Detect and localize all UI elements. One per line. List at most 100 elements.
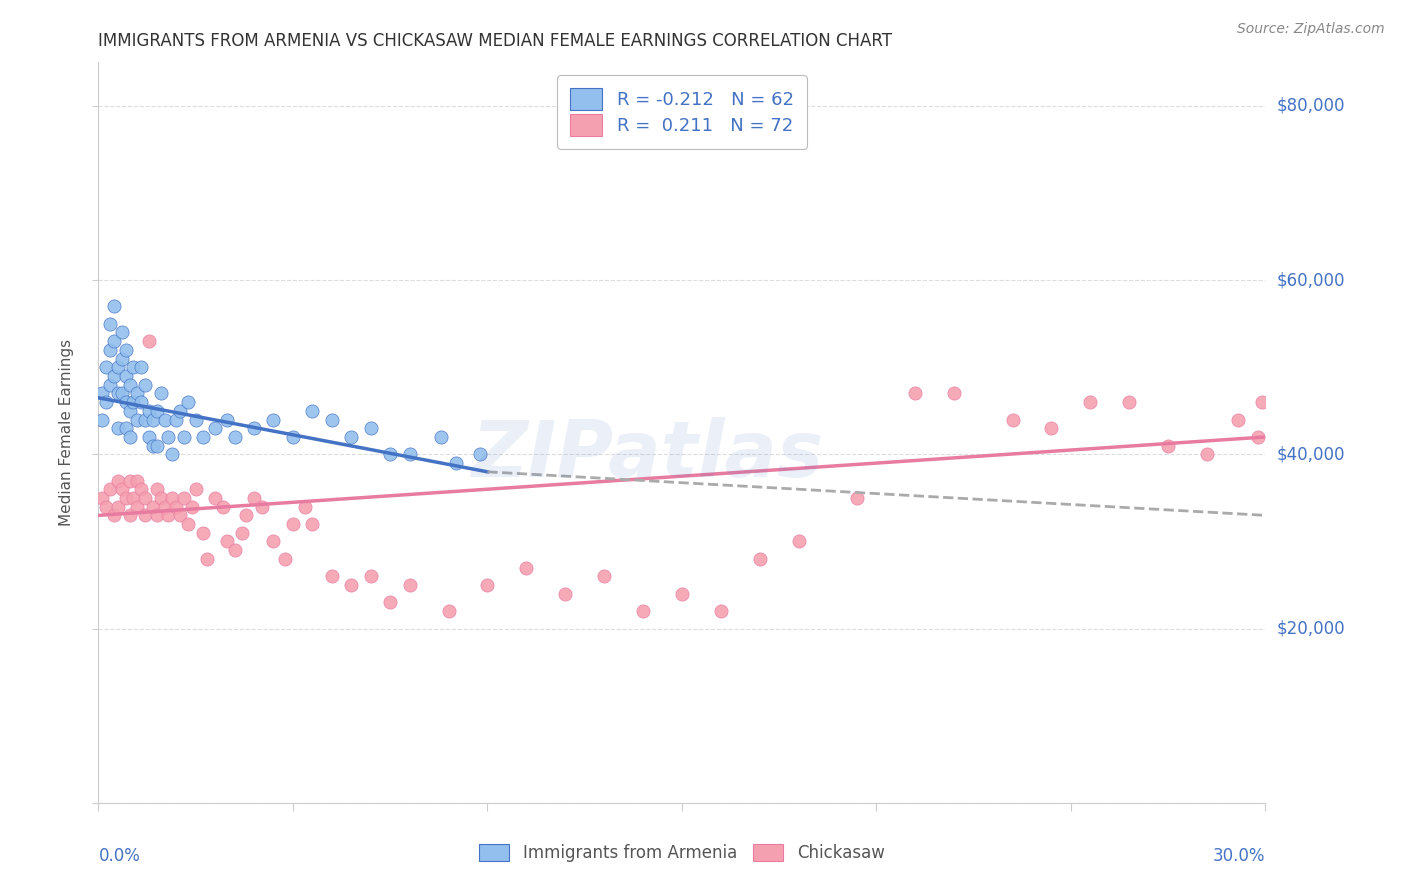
Point: [250, 500, 273, 514]
Point: [671, 587, 693, 601]
Point: [301, 404, 323, 418]
Point: [103, 369, 125, 384]
Text: ZIPatlas: ZIPatlas: [471, 417, 823, 493]
Point: [162, 447, 184, 461]
Point: [142, 412, 165, 426]
Point: [111, 351, 134, 366]
Point: [111, 326, 134, 340]
Point: [134, 491, 156, 505]
Point: [340, 430, 363, 444]
Point: [173, 430, 195, 444]
Point: [98, 343, 121, 357]
Point: [204, 491, 226, 505]
Point: [103, 334, 125, 348]
Point: [96, 395, 118, 409]
Point: [153, 412, 176, 426]
Point: [321, 569, 343, 583]
Point: [631, 604, 654, 618]
Point: [1001, 412, 1024, 426]
Point: [134, 412, 156, 426]
Point: [114, 421, 136, 435]
Point: [146, 404, 169, 418]
Point: [748, 552, 770, 566]
Point: [118, 404, 141, 418]
Point: [212, 500, 235, 514]
Point: [274, 552, 297, 566]
Point: [122, 395, 145, 409]
Point: [111, 482, 134, 496]
Text: $80,000: $80,000: [1277, 97, 1346, 115]
Point: [224, 430, 246, 444]
Point: [157, 430, 180, 444]
Point: [231, 525, 253, 540]
Point: [114, 343, 136, 357]
Point: [398, 578, 420, 592]
Point: [157, 508, 180, 523]
Point: [184, 482, 207, 496]
Point: [114, 395, 136, 409]
Point: [177, 395, 200, 409]
Point: [446, 456, 468, 470]
Text: $60,000: $60,000: [1277, 271, 1346, 289]
Point: [142, 500, 165, 514]
Point: [107, 360, 129, 375]
Point: [593, 569, 616, 583]
Point: [169, 508, 191, 523]
Point: [129, 482, 152, 496]
Point: [301, 517, 323, 532]
Point: [710, 604, 733, 618]
Point: [468, 447, 491, 461]
Point: [107, 500, 129, 514]
Point: [1040, 421, 1063, 435]
Point: [134, 508, 156, 523]
Point: [243, 421, 266, 435]
Point: [215, 412, 238, 426]
Point: [173, 491, 195, 505]
Point: [153, 500, 176, 514]
Point: [380, 595, 402, 609]
Point: [103, 299, 125, 313]
Point: [118, 377, 141, 392]
Point: [118, 474, 141, 488]
Point: [294, 500, 316, 514]
Point: [184, 412, 207, 426]
Point: [114, 491, 136, 505]
Point: [180, 500, 202, 514]
Point: [177, 517, 200, 532]
Point: [515, 560, 537, 574]
Point: [127, 412, 149, 426]
Point: [943, 386, 966, 401]
Point: [846, 491, 869, 505]
Legend: Immigrants from Armenia, Chickasaw: Immigrants from Armenia, Chickasaw: [472, 837, 891, 869]
Point: [281, 517, 304, 532]
Point: [169, 404, 191, 418]
Point: [114, 369, 136, 384]
Point: [96, 500, 118, 514]
Point: [360, 421, 382, 435]
Point: [138, 430, 160, 444]
Point: [554, 587, 576, 601]
Point: [129, 360, 152, 375]
Point: [281, 430, 304, 444]
Point: [107, 421, 129, 435]
Point: [134, 377, 156, 392]
Point: [138, 404, 160, 418]
Point: [224, 543, 246, 558]
Point: [165, 500, 187, 514]
Point: [96, 360, 118, 375]
Point: [262, 534, 284, 549]
Point: [1246, 430, 1268, 444]
Y-axis label: Median Female Earnings: Median Female Earnings: [59, 339, 75, 526]
Point: [98, 377, 121, 392]
Point: [477, 578, 499, 592]
Point: [262, 412, 284, 426]
Point: [321, 412, 343, 426]
Point: [122, 491, 145, 505]
Point: [98, 482, 121, 496]
Point: [340, 578, 363, 592]
Point: [429, 430, 451, 444]
Point: [149, 491, 172, 505]
Text: 0.0%: 0.0%: [98, 847, 141, 865]
Text: $40,000: $40,000: [1277, 445, 1346, 464]
Point: [91, 412, 114, 426]
